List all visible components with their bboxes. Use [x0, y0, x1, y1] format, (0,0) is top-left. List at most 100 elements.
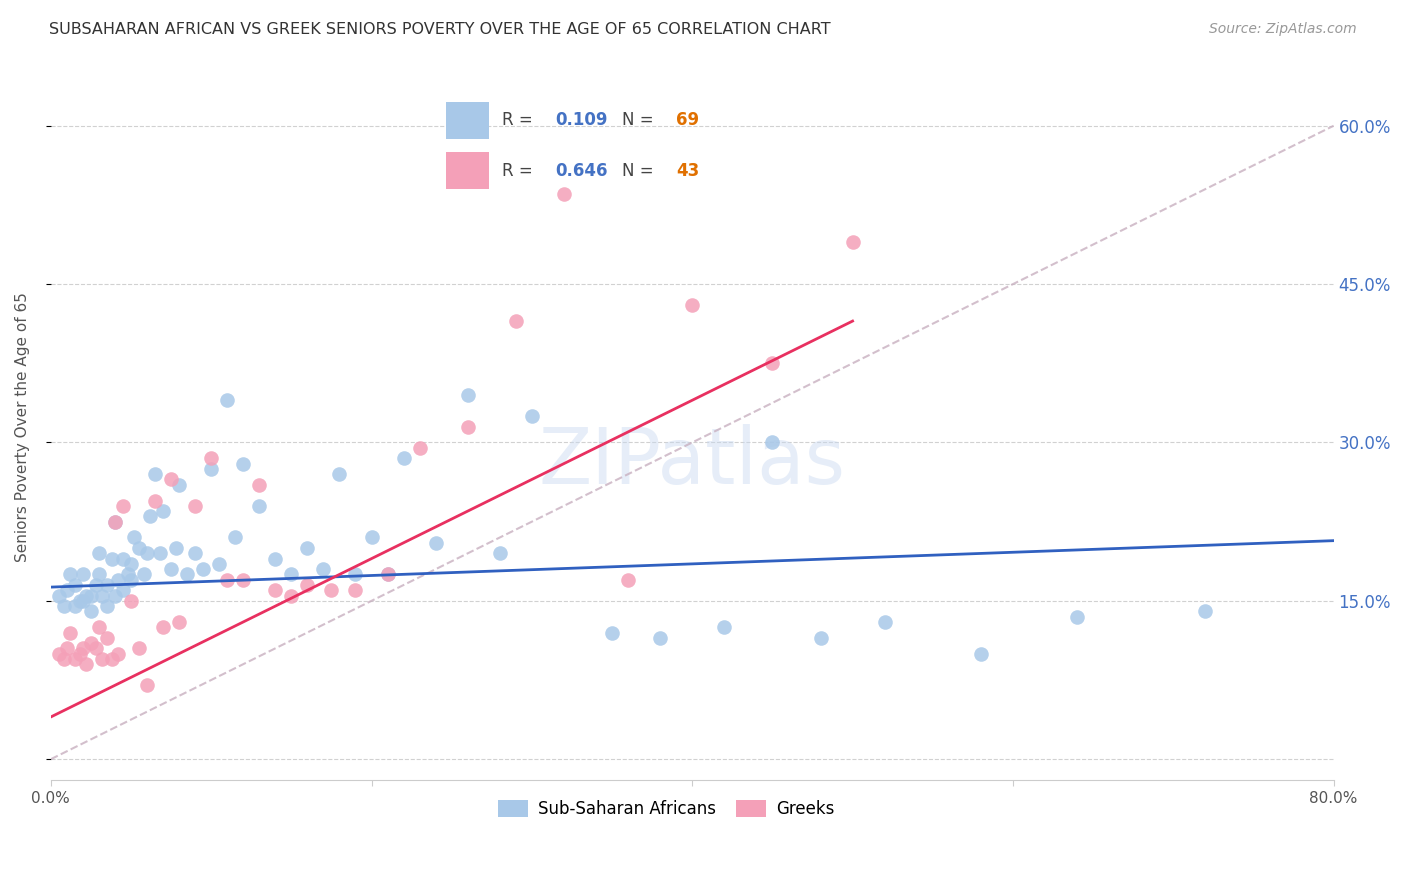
Point: [120, 573, 142, 587]
Point: [165, 541, 187, 555]
Point: [100, 551, 122, 566]
Point: [176, 567, 198, 582]
Point: [59, 625, 82, 640]
Point: [160, 472, 183, 486]
Point: [247, 499, 270, 513]
Point: [1066, 609, 1088, 624]
Point: [232, 457, 254, 471]
Point: [200, 462, 222, 476]
Point: [52, 652, 75, 666]
Point: [96, 631, 118, 645]
Point: [132, 567, 155, 582]
Point: [208, 557, 231, 571]
Point: [167, 615, 190, 629]
Point: [80, 589, 103, 603]
Point: [72, 567, 94, 582]
Point: [111, 583, 134, 598]
Point: [280, 567, 302, 582]
Point: [104, 515, 127, 529]
Point: [191, 562, 214, 576]
Point: [321, 583, 343, 598]
Text: ZIPatlas: ZIPatlas: [538, 424, 846, 500]
Point: [139, 509, 162, 524]
Point: [63, 578, 86, 592]
Point: [1194, 604, 1216, 618]
Point: [344, 583, 367, 598]
Point: [810, 631, 832, 645]
Point: [184, 546, 207, 560]
Point: [505, 314, 527, 328]
Point: [600, 625, 623, 640]
Point: [111, 551, 134, 566]
Point: [377, 567, 399, 582]
Point: [425, 535, 447, 549]
Point: [107, 647, 129, 661]
Point: [247, 477, 270, 491]
Point: [160, 562, 183, 576]
Point: [69, 594, 91, 608]
Point: [217, 573, 239, 587]
Point: [344, 567, 367, 582]
Point: [650, 631, 672, 645]
Point: [48, 589, 70, 603]
Point: [312, 562, 335, 576]
Point: [328, 467, 350, 482]
Point: [167, 477, 190, 491]
Point: [104, 515, 127, 529]
Point: [75, 589, 97, 603]
Text: Source: ZipAtlas.com: Source: ZipAtlas.com: [1209, 22, 1357, 37]
Point: [87, 546, 110, 560]
Point: [84, 578, 107, 592]
Point: [232, 573, 254, 587]
Point: [761, 435, 783, 450]
Point: [117, 567, 139, 582]
Point: [184, 499, 207, 513]
Point: [264, 551, 287, 566]
Point: [681, 298, 703, 312]
Point: [143, 493, 166, 508]
Point: [377, 567, 399, 582]
Point: [87, 567, 110, 582]
Point: [224, 531, 246, 545]
Point: [63, 652, 86, 666]
Point: [841, 235, 863, 249]
Point: [200, 451, 222, 466]
Point: [761, 356, 783, 370]
Point: [280, 589, 302, 603]
Point: [59, 567, 82, 582]
Point: [457, 419, 479, 434]
Point: [217, 393, 239, 408]
Point: [63, 599, 86, 613]
Point: [100, 652, 122, 666]
Point: [128, 541, 150, 555]
Point: [120, 557, 142, 571]
Point: [152, 620, 174, 634]
Point: [457, 388, 479, 402]
Y-axis label: Seniors Poverty Over the Age of 65: Seniors Poverty Over the Age of 65: [15, 292, 30, 562]
Point: [264, 583, 287, 598]
Point: [617, 573, 640, 587]
Point: [360, 531, 382, 545]
Point: [408, 441, 430, 455]
Point: [122, 531, 145, 545]
Point: [75, 657, 97, 672]
Point: [392, 451, 415, 466]
Point: [48, 647, 70, 661]
Point: [52, 599, 75, 613]
Point: [111, 499, 134, 513]
Point: [56, 641, 79, 656]
Point: [873, 615, 896, 629]
Point: [91, 589, 114, 603]
Point: [91, 652, 114, 666]
Point: [84, 641, 107, 656]
Text: SUBSAHARAN AFRICAN VS GREEK SENIORS POVERTY OVER THE AGE OF 65 CORRELATION CHART: SUBSAHARAN AFRICAN VS GREEK SENIORS POVE…: [49, 22, 831, 37]
Point: [136, 546, 159, 560]
Point: [970, 647, 993, 661]
Point: [80, 604, 103, 618]
Point: [107, 573, 129, 587]
Point: [143, 467, 166, 482]
Point: [96, 578, 118, 592]
Point: [96, 599, 118, 613]
Point: [120, 594, 142, 608]
Point: [297, 578, 319, 592]
